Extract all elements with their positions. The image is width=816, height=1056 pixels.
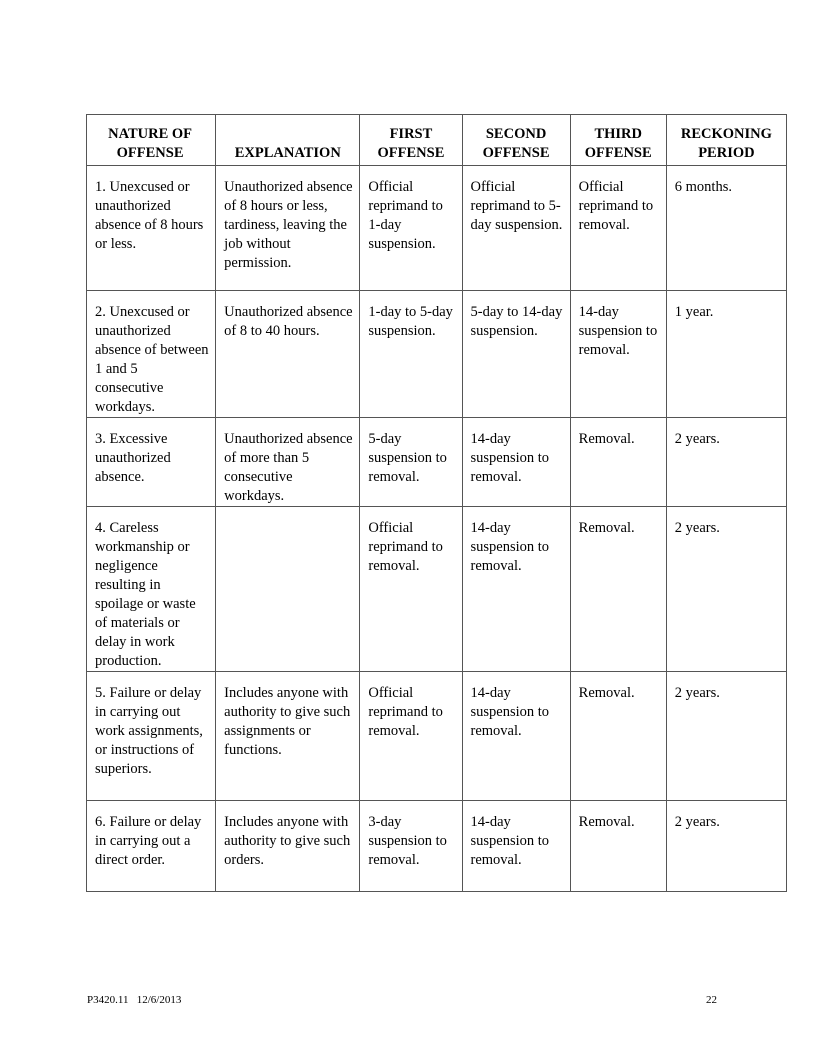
cell-reckoning-period: 6 months. <box>665 165 788 291</box>
cell-explanation: Unauthorized absence of 8 hours or less,… <box>215 165 361 291</box>
cell-reckoning-period: 2 years. <box>665 800 788 892</box>
cell-explanation: Unauthorized absence of more than 5 cons… <box>215 417 361 507</box>
cell-second-offense: 14-day suspension to removal. <box>461 506 571 672</box>
footer-page-number: 22 <box>706 994 717 1006</box>
penalty-table: NATURE OF OFFENSE EXPLANATION FIRST OFFE… <box>85 114 788 892</box>
cell-second-offense: 14-day suspension to removal. <box>461 800 571 892</box>
cell-nature-of-offense: 6. Failure or delay in carrying out a di… <box>85 800 217 892</box>
header-nature-of-offense: NATURE OF OFFENSE <box>85 114 217 166</box>
cell-third-offense: Official reprimand to removal. <box>569 165 667 291</box>
table-row: 4. Careless workmanship or negligence re… <box>85 506 788 672</box>
cell-explanation <box>215 506 361 672</box>
cell-first-offense: 1-day to 5-day suspension. <box>359 290 463 418</box>
cell-nature-of-offense: 5. Failure or delay in carrying out work… <box>85 671 217 801</box>
cell-explanation: Includes anyone with authority to give s… <box>215 800 361 892</box>
cell-first-offense: 5-day suspension to removal. <box>359 417 463 507</box>
table-row: 1. Unexcused or unauthorized absence of … <box>85 165 788 291</box>
cell-first-offense: 3-day suspension to removal. <box>359 800 463 892</box>
cell-nature-of-offense: 1. Unexcused or unauthorized absence of … <box>85 165 217 291</box>
table-row: 2. Unexcused or unauthorized absence of … <box>85 290 788 418</box>
table-row: 6. Failure or delay in carrying out a di… <box>85 800 788 892</box>
cell-third-offense: Removal. <box>569 506 667 672</box>
header-reckoning-period: RECKONING PERIOD <box>665 114 788 166</box>
cell-second-offense: Official reprimand to 5-day suspension. <box>461 165 571 291</box>
cell-reckoning-period: 2 years. <box>665 506 788 672</box>
cell-first-offense: Official reprimand to 1-day suspension. <box>359 165 463 291</box>
cell-second-offense: 14-day suspension to removal. <box>461 671 571 801</box>
footer-document-id: P3420.11 12/6/2013 <box>87 994 182 1006</box>
table-row: 5. Failure or delay in carrying out work… <box>85 671 788 801</box>
cell-first-offense: Official reprimand to removal. <box>359 671 463 801</box>
cell-nature-of-offense: 2. Unexcused or unauthorized absence of … <box>85 290 217 418</box>
cell-nature-of-offense: 3. Excessive unauthorized absence. <box>85 417 217 507</box>
header-row: NATURE OF OFFENSE EXPLANATION FIRST OFFE… <box>85 114 788 166</box>
cell-explanation: Includes anyone with authority to give s… <box>215 671 361 801</box>
cell-second-offense: 5-day to 14-day suspension. <box>461 290 571 418</box>
cell-reckoning-period: 1 year. <box>665 290 788 418</box>
cell-second-offense: 14-day suspension to removal. <box>461 417 571 507</box>
header-explanation: EXPLANATION <box>215 114 361 166</box>
cell-third-offense: 14-day suspension to removal. <box>569 290 667 418</box>
cell-explanation: Unauthorized absence of 8 to 40 hours. <box>215 290 361 418</box>
cell-first-offense: Official reprimand to removal. <box>359 506 463 672</box>
cell-third-offense: Removal. <box>569 417 667 507</box>
cell-reckoning-period: 2 years. <box>665 417 788 507</box>
cell-nature-of-offense: 4. Careless workmanship or negligence re… <box>85 506 217 672</box>
cell-reckoning-period: 2 years. <box>665 671 788 801</box>
cell-third-offense: Removal. <box>569 800 667 892</box>
header-first-offense: FIRST OFFENSE <box>359 114 463 166</box>
cell-third-offense: Removal. <box>569 671 667 801</box>
header-second-offense: SECOND OFFENSE <box>461 114 571 166</box>
header-third-offense: THIRD OFFENSE <box>569 114 667 166</box>
table-row: 3. Excessive unauthorized absence. Unauth… <box>85 417 788 507</box>
